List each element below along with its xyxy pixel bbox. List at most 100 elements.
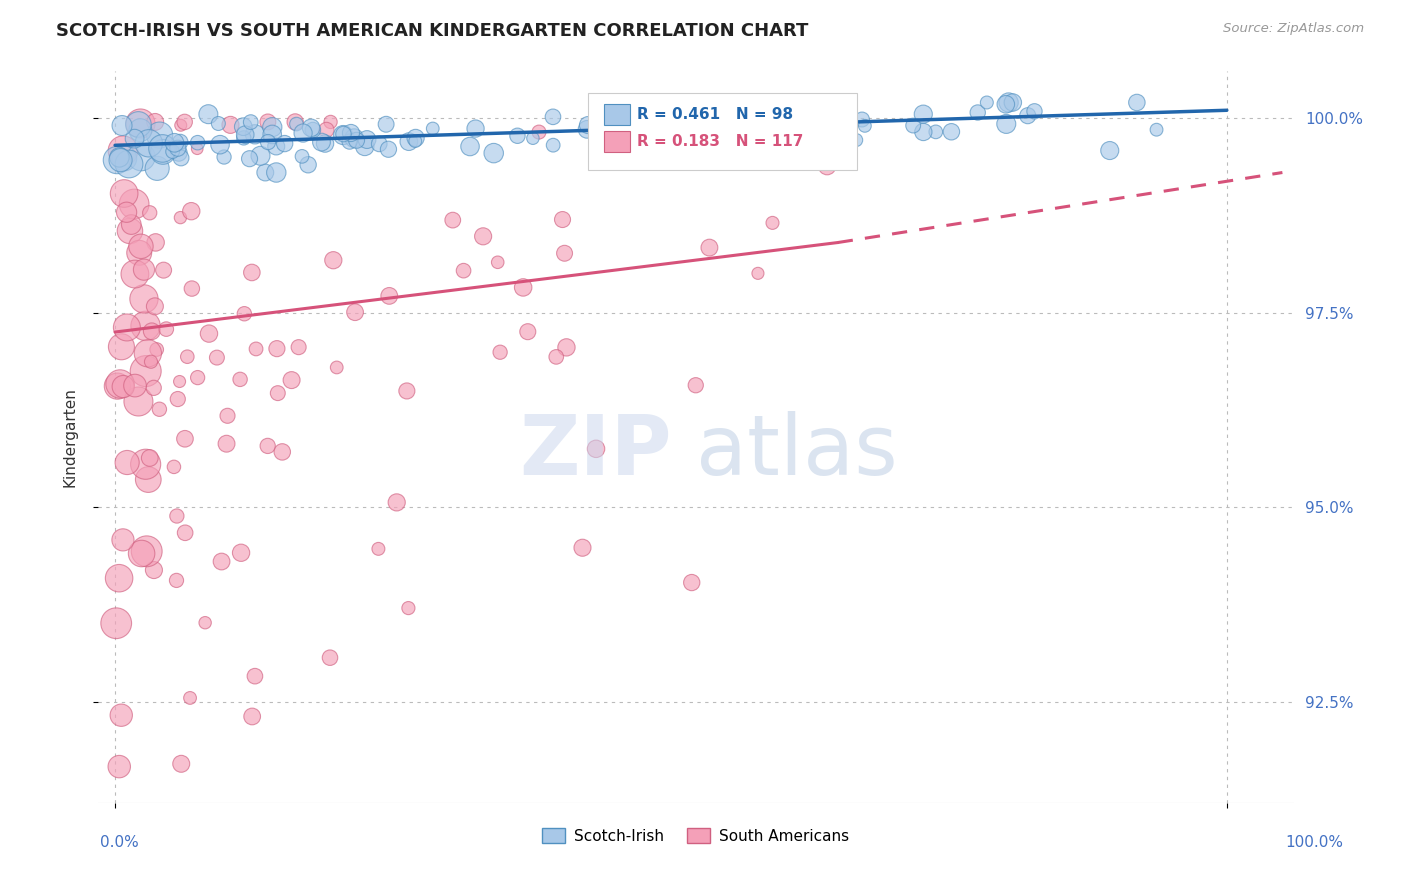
Point — [346, 133, 368, 147]
Point — [129, 123, 152, 137]
Point — [273, 136, 295, 151]
Point — [136, 473, 159, 487]
Point — [378, 289, 401, 303]
Point — [262, 128, 284, 142]
Point — [232, 120, 254, 134]
Point — [169, 211, 191, 225]
Point — [332, 127, 354, 141]
Point — [120, 218, 142, 232]
Point — [129, 150, 152, 164]
Point — [180, 282, 202, 296]
Point — [111, 119, 134, 133]
Point — [139, 450, 162, 465]
Point — [997, 95, 1019, 110]
Point — [555, 340, 578, 354]
Point — [174, 525, 197, 540]
Point — [243, 128, 266, 142]
Point — [129, 117, 152, 131]
Point — [166, 141, 188, 155]
Point — [162, 145, 184, 159]
Point — [174, 432, 197, 446]
Point — [254, 165, 277, 179]
Point — [138, 136, 160, 151]
Point — [311, 135, 333, 149]
Point — [212, 150, 235, 164]
Point — [141, 324, 163, 338]
Point — [1017, 109, 1039, 123]
Point — [115, 320, 138, 334]
Point — [396, 601, 419, 615]
Point — [108, 376, 131, 391]
Point — [512, 280, 534, 294]
Point — [105, 616, 128, 631]
Point — [441, 213, 464, 227]
Point — [115, 205, 138, 219]
Point — [142, 563, 165, 577]
Point — [128, 245, 150, 260]
Text: atlas: atlas — [696, 411, 897, 492]
Point — [287, 340, 309, 354]
Point — [266, 165, 288, 179]
Text: SCOTCH-IRISH VS SOUTH AMERICAN KINDERGARTEN CORRELATION CHART: SCOTCH-IRISH VS SOUTH AMERICAN KINDERGAR… — [56, 22, 808, 40]
Point — [458, 139, 481, 153]
Point — [576, 118, 599, 132]
Point — [115, 456, 138, 470]
Point — [256, 439, 278, 453]
Point — [233, 307, 256, 321]
Point — [681, 575, 703, 590]
Point — [395, 384, 418, 398]
Point — [353, 139, 375, 153]
Point — [135, 364, 157, 378]
Point — [482, 146, 505, 161]
Point — [112, 186, 135, 201]
Point — [149, 128, 172, 142]
Point — [994, 97, 1017, 112]
Point — [112, 144, 135, 158]
Point — [170, 756, 193, 771]
Point — [299, 120, 322, 135]
Point — [145, 343, 167, 357]
Point — [339, 135, 361, 149]
Point — [229, 372, 252, 386]
Point — [853, 119, 876, 133]
Point — [239, 115, 262, 129]
Point — [180, 204, 202, 219]
Point — [325, 360, 347, 375]
Point — [187, 370, 209, 384]
Point — [284, 115, 307, 129]
Point — [356, 132, 378, 146]
Point — [110, 340, 132, 354]
Point — [368, 136, 391, 151]
Point — [118, 157, 141, 171]
Point — [266, 342, 288, 356]
Legend: Scotch-Irish, South Americans: Scotch-Irish, South Americans — [536, 822, 856, 850]
Point — [112, 152, 135, 166]
Point — [194, 615, 217, 630]
Point — [292, 126, 315, 140]
Point — [238, 152, 260, 166]
Point — [197, 107, 219, 121]
Point — [297, 158, 319, 172]
Point — [285, 117, 308, 131]
Point — [747, 266, 769, 280]
Point — [262, 120, 284, 135]
Point — [166, 392, 188, 406]
Point — [941, 125, 963, 139]
Point — [966, 105, 988, 120]
Point — [783, 148, 806, 162]
Point — [166, 574, 188, 588]
FancyBboxPatch shape — [589, 94, 858, 170]
Point — [522, 131, 544, 145]
Point — [901, 119, 924, 133]
Point — [1146, 122, 1168, 136]
Point — [1024, 104, 1046, 119]
Text: 100.0%: 100.0% — [1285, 836, 1344, 850]
Point — [152, 145, 174, 159]
Point — [124, 267, 146, 281]
Point — [229, 546, 252, 560]
Point — [205, 351, 228, 365]
Point — [169, 135, 191, 149]
Point — [527, 125, 550, 139]
Point — [166, 508, 188, 523]
Point — [291, 149, 314, 163]
